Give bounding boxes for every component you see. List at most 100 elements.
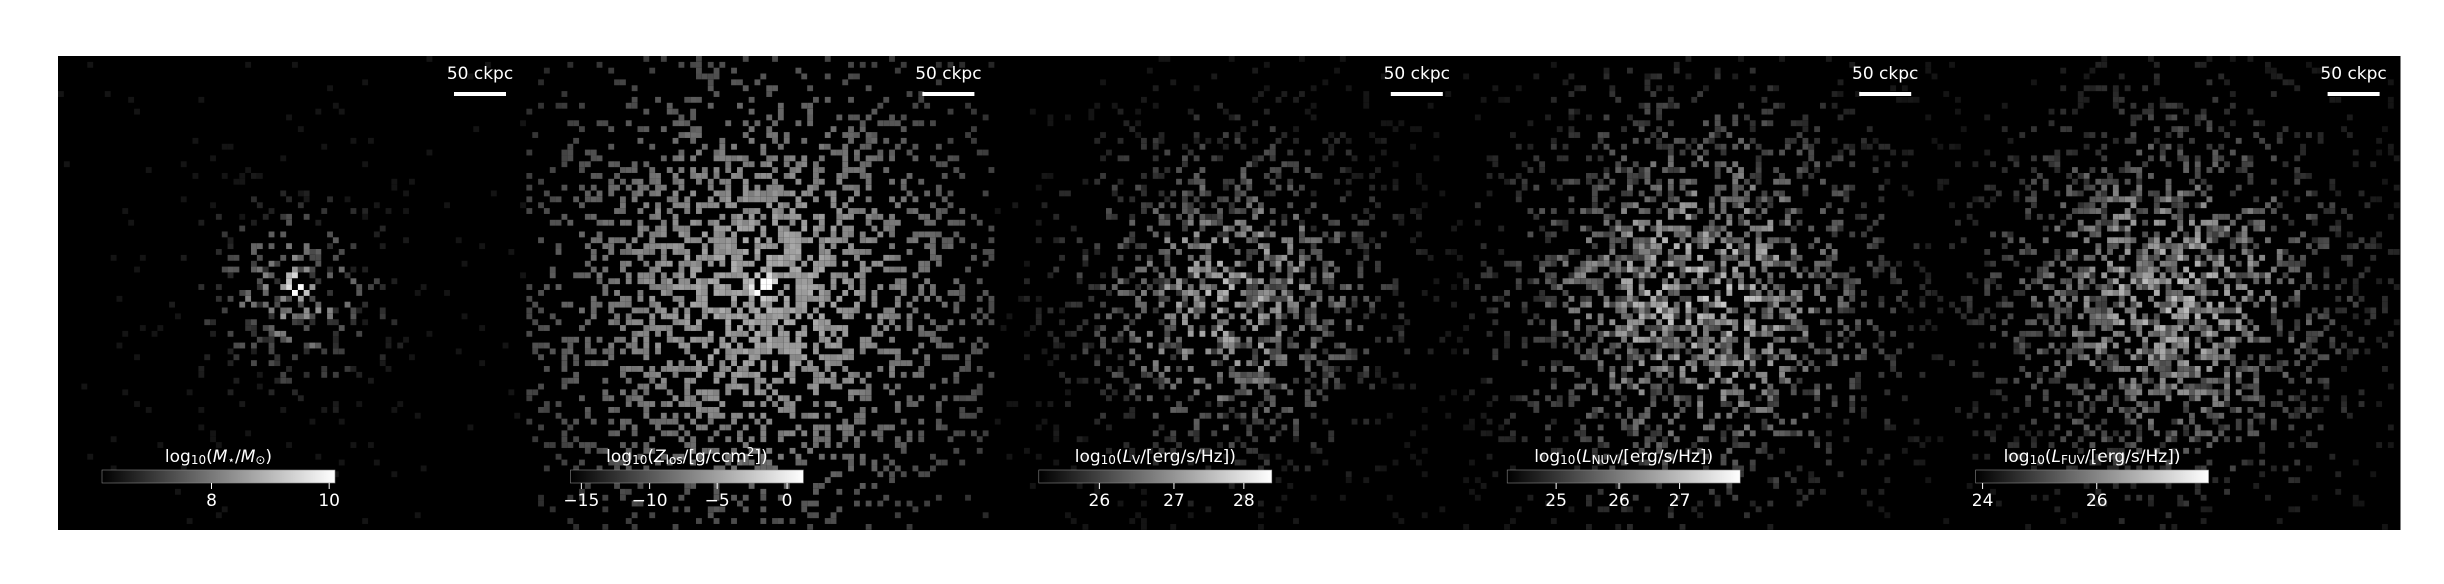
pixel <box>760 190 767 197</box>
pixel <box>1667 208 1674 214</box>
pixel <box>871 61 878 68</box>
pixel <box>1486 266 1493 273</box>
pixel <box>1211 348 1218 355</box>
pixel <box>1170 354 1177 361</box>
pixel <box>772 377 778 384</box>
pixel <box>1510 132 1516 138</box>
pixel <box>1363 371 1370 378</box>
pixel <box>807 360 814 367</box>
label-part: ⊙ <box>255 453 265 467</box>
pixel <box>309 418 316 425</box>
pixel <box>842 79 849 86</box>
pixel <box>965 366 971 372</box>
pixel <box>1410 126 1416 133</box>
pixel <box>175 313 181 320</box>
pixel <box>824 424 831 431</box>
pixel <box>1310 202 1317 209</box>
pixel <box>1304 254 1311 261</box>
pixel <box>649 243 656 250</box>
pixel <box>280 254 287 261</box>
pixel <box>1767 407 1774 413</box>
pixel <box>1650 91 1657 97</box>
pixel <box>1123 412 1130 419</box>
pixel <box>1855 342 1861 349</box>
pixel <box>1825 348 1832 355</box>
pixel <box>848 132 854 138</box>
pixel <box>824 237 831 244</box>
pixel <box>1258 453 1264 460</box>
pixel <box>772 360 778 367</box>
pixel <box>1872 167 1879 173</box>
pixel <box>1720 389 1727 396</box>
pixel <box>1504 336 1510 343</box>
pixel <box>1398 301 1405 308</box>
pixel <box>1738 196 1744 203</box>
pixel <box>1515 395 1522 402</box>
pixel <box>1199 330 1206 337</box>
pixel <box>579 325 585 331</box>
pixel <box>777 202 784 209</box>
pixel <box>1907 190 1914 197</box>
pixel <box>1597 336 1604 343</box>
pixel <box>280 307 287 314</box>
pixel <box>1234 219 1241 226</box>
pixel <box>696 278 702 285</box>
pixel <box>854 418 860 425</box>
pixel <box>813 272 819 279</box>
pixel <box>1732 354 1739 361</box>
pixel <box>555 219 562 226</box>
pixel <box>830 190 837 197</box>
pixel <box>1790 137 1797 144</box>
pixel <box>924 500 931 507</box>
pixel <box>637 231 644 238</box>
pixel <box>649 143 656 150</box>
pixel <box>1586 354 1592 361</box>
pixel <box>859 336 866 343</box>
pixel <box>1925 114 1932 121</box>
pixel <box>1550 295 1557 302</box>
pixel <box>1463 278 1470 285</box>
pixel <box>1831 102 1838 109</box>
pixel <box>1322 325 1329 331</box>
pixel <box>1767 477 1774 484</box>
pixel <box>1802 190 1809 197</box>
pixel <box>602 377 609 384</box>
pixel <box>754 219 761 226</box>
pixel <box>245 61 252 68</box>
pixel <box>725 196 732 203</box>
pixel <box>1222 266 1229 273</box>
pixel <box>1808 243 1815 250</box>
pixel <box>1158 342 1165 349</box>
pixel <box>350 243 357 250</box>
pixel <box>1691 360 1698 367</box>
pixel <box>1761 307 1768 314</box>
pixel <box>1919 459 1926 466</box>
pixel <box>795 254 802 261</box>
pixel <box>1322 459 1329 466</box>
pixel <box>1703 266 1709 273</box>
pixel <box>742 442 749 448</box>
pixel <box>889 120 895 127</box>
pixel <box>1872 243 1879 250</box>
pixel <box>608 161 615 168</box>
pixel <box>1234 336 1241 343</box>
pixel <box>696 301 702 308</box>
pixel <box>807 313 814 320</box>
pixel <box>397 401 404 407</box>
pixel <box>1492 307 1499 314</box>
pixel <box>608 249 615 255</box>
pixel <box>391 178 398 185</box>
pixel <box>748 483 755 489</box>
pixel <box>754 249 761 255</box>
pixel <box>912 272 919 279</box>
pixel <box>731 330 737 337</box>
pixel <box>1141 366 1147 372</box>
pixel <box>327 307 333 314</box>
pixel <box>930 249 936 255</box>
pixel <box>268 330 275 337</box>
pixel <box>1586 325 1592 331</box>
pixel <box>1035 313 1042 320</box>
pixel <box>1328 319 1335 326</box>
pixel <box>637 290 644 296</box>
pixel <box>620 208 626 214</box>
